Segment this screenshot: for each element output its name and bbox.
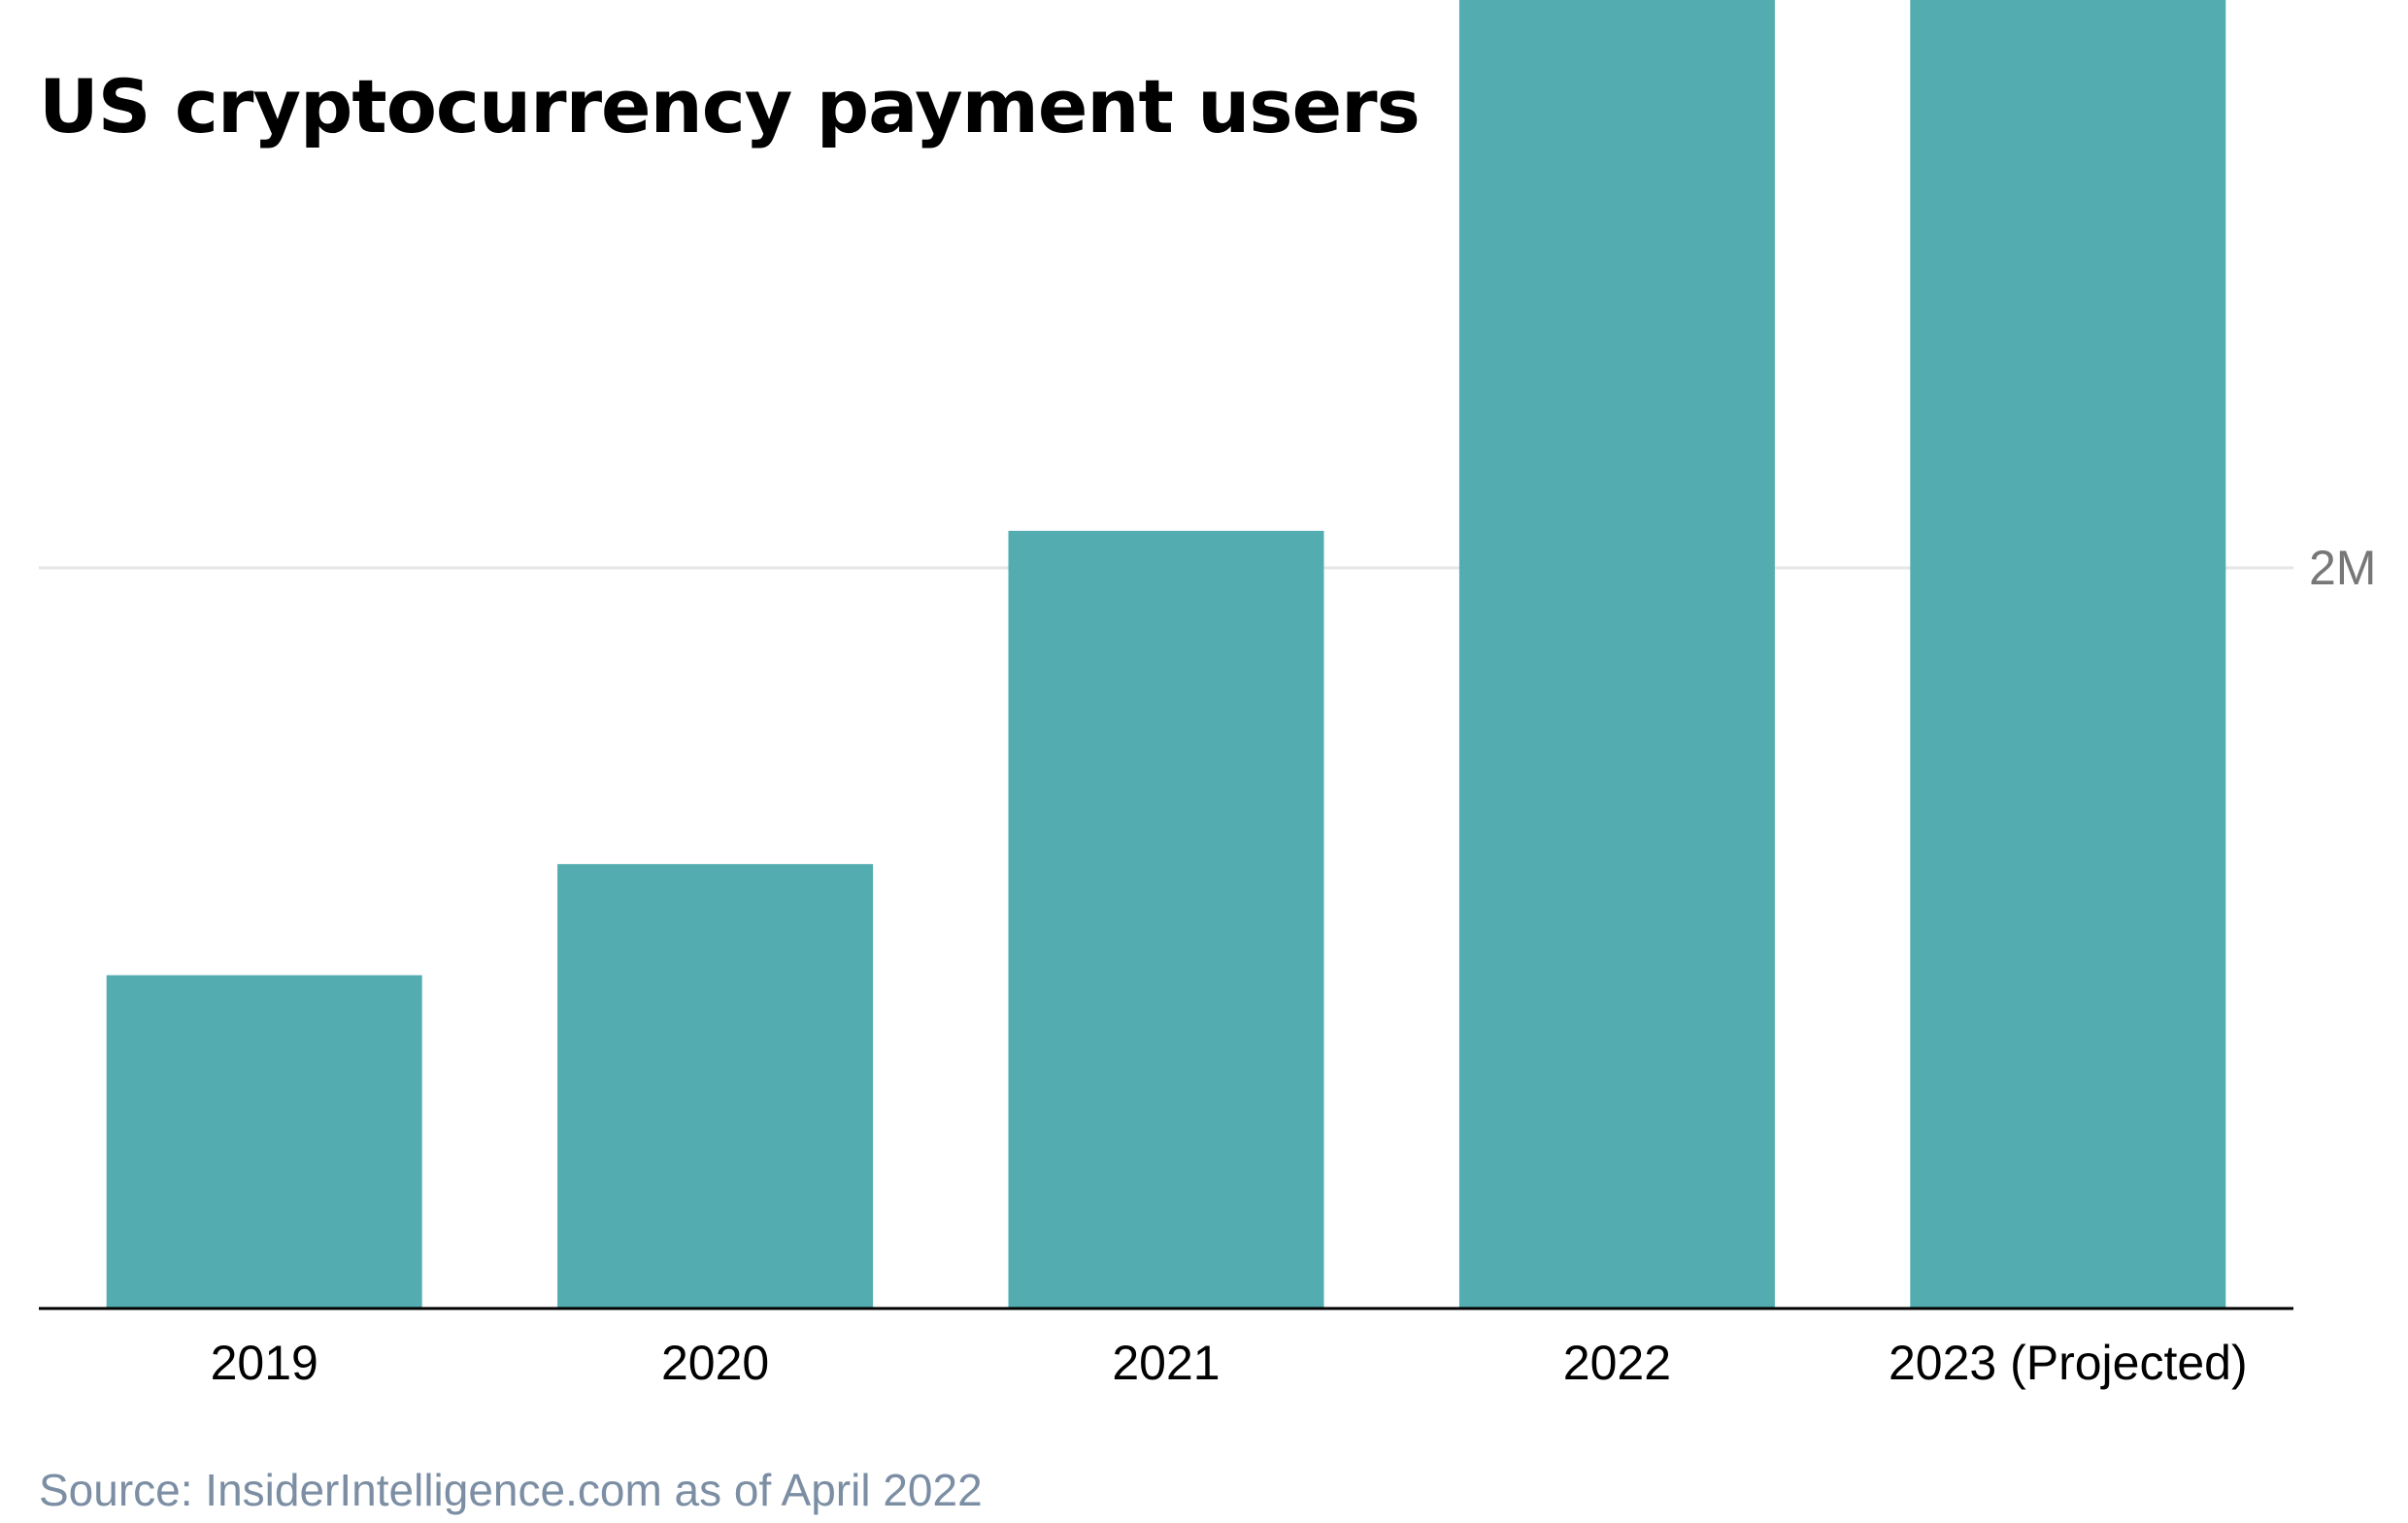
x-tick-label-2020: 2020 <box>661 1336 769 1390</box>
y-tick-label-2m: 2M <box>2309 541 2376 595</box>
bar-2023 <box>1910 0 2226 1308</box>
bar-2022 <box>1458 0 1775 1309</box>
x-tick-label-2022: 2022 <box>1563 1336 1671 1390</box>
y-axis-tick-labels: 2M4M <box>2309 541 2376 595</box>
bar-2021 <box>1008 530 1324 1308</box>
x-axis-category-labels: 2019 2020 2021 2022 2023 (Projected) <box>211 1336 2248 1390</box>
x-tick-label-2023: 2023 (Projected) <box>1889 1336 2248 1390</box>
bar-2020 <box>557 864 874 1308</box>
source-note: Source: InsiderIntelligence.com as of Ap… <box>39 1465 983 1515</box>
bars <box>106 0 2226 1309</box>
bar-2019 <box>106 975 422 1308</box>
x-tick-label-2021: 2021 <box>1112 1336 1220 1390</box>
x-tick-label-2019: 2019 <box>211 1336 318 1390</box>
chart-title: US cryptocurrency payment users <box>39 63 1421 149</box>
